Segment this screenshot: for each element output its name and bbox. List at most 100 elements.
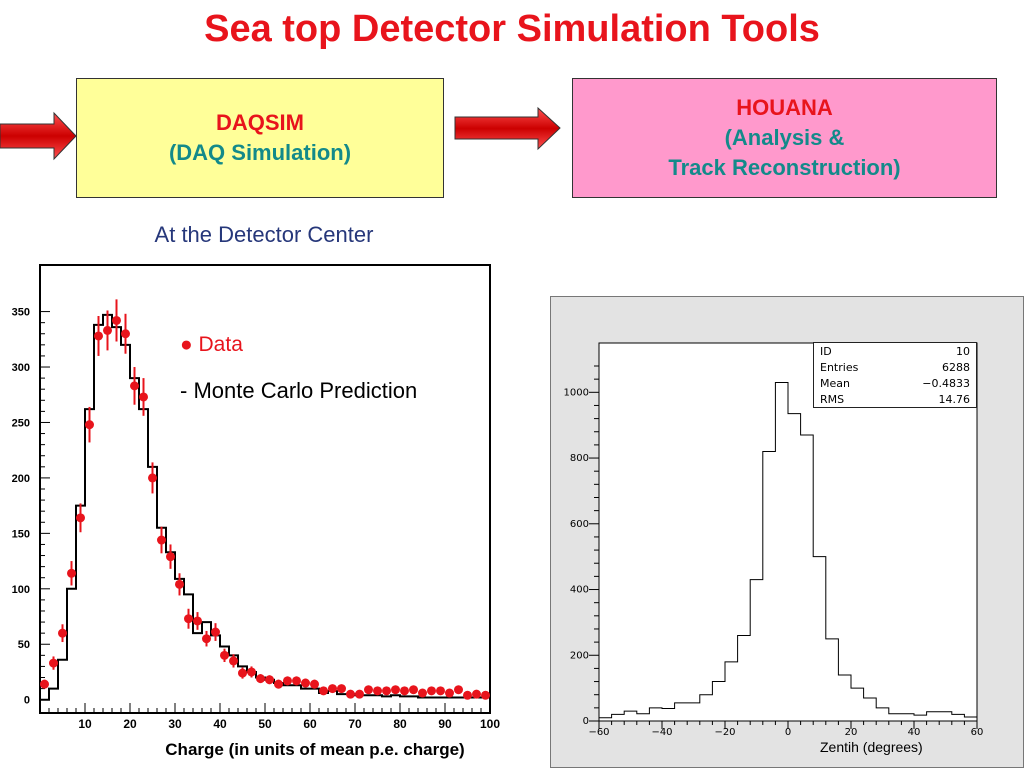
data-point bbox=[193, 616, 202, 626]
data-point bbox=[121, 329, 130, 339]
y-tick-label: 300 bbox=[12, 362, 30, 374]
x-tick-label: −20 bbox=[714, 727, 735, 738]
y-tick-label: 0 bbox=[24, 695, 30, 707]
y-tick-label: 200 bbox=[12, 473, 30, 485]
chart-1-caption: At the Detector Center bbox=[154, 222, 374, 247]
x-tick-label: 40 bbox=[213, 717, 227, 731]
y-tick-label: 200 bbox=[570, 650, 589, 661]
data-point bbox=[274, 679, 283, 689]
data-point bbox=[157, 535, 166, 545]
x-tick-label: 20 bbox=[123, 717, 137, 731]
x-tick-label: 10 bbox=[78, 717, 92, 731]
x-tick-label: 20 bbox=[845, 727, 858, 738]
daqsim-title: DAQSIM bbox=[216, 110, 304, 135]
x-tick-label: 70 bbox=[348, 717, 362, 731]
chart-2-x-axis-label: Zentih (degrees) bbox=[820, 739, 923, 755]
data-point bbox=[148, 473, 157, 483]
data-point bbox=[220, 650, 229, 660]
x-tick-label: 40 bbox=[908, 727, 921, 738]
y-tick-label: 100 bbox=[12, 584, 30, 596]
daqsim-subtitle: (DAQ Simulation) bbox=[168, 140, 352, 165]
data-point bbox=[418, 688, 427, 698]
data-point bbox=[211, 627, 220, 637]
mc-prediction-line bbox=[40, 313, 490, 701]
chart-1-x-axis-label: Charge (in units of mean p.e. charge) bbox=[165, 740, 465, 759]
chart-1-frame bbox=[39, 264, 491, 714]
data-point bbox=[382, 686, 391, 696]
stat-row-rms: RMS 14.76 bbox=[820, 393, 970, 406]
data-point bbox=[409, 685, 418, 695]
x-tick-label: 90 bbox=[438, 717, 452, 731]
stat-row-id: ID 10 bbox=[820, 345, 970, 358]
data-point bbox=[319, 686, 328, 696]
y-tick-label: 150 bbox=[12, 528, 30, 540]
data-point bbox=[292, 676, 301, 686]
x-tick-label: −60 bbox=[588, 727, 609, 738]
data-point bbox=[229, 656, 238, 666]
x-tick-label: 0 bbox=[785, 727, 791, 738]
data-point bbox=[184, 614, 193, 624]
x-tick-label: 30 bbox=[168, 717, 182, 731]
data-point bbox=[283, 676, 292, 686]
x-tick-label: 100 bbox=[480, 717, 500, 731]
data-point bbox=[454, 685, 463, 695]
data-point bbox=[427, 686, 436, 696]
data-point bbox=[472, 689, 481, 699]
data-point bbox=[76, 513, 85, 523]
data-point bbox=[58, 628, 67, 638]
data-point bbox=[364, 685, 373, 695]
slide-title: Sea top Detector Simulation Tools bbox=[204, 8, 820, 50]
y-tick-label: 0 bbox=[583, 716, 589, 727]
flow-arrow-icon bbox=[454, 106, 561, 151]
data-point bbox=[40, 679, 49, 689]
daqsim-box: DAQSIM (DAQ Simulation) bbox=[76, 78, 444, 198]
y-tick-label: 50 bbox=[18, 639, 30, 651]
y-tick-label: 250 bbox=[12, 417, 30, 429]
stat-row-entries: Entries 6288 bbox=[820, 361, 970, 374]
stats-box: ID 10 Entries 6288 Mean −0.4833 RMS 14.76 bbox=[813, 342, 977, 408]
data-point bbox=[94, 331, 103, 341]
data-point bbox=[103, 325, 112, 335]
input-arrow-icon bbox=[0, 111, 77, 161]
data-point bbox=[166, 552, 175, 562]
data-point bbox=[346, 689, 355, 699]
y-tick-label: 350 bbox=[12, 307, 30, 319]
data-point bbox=[256, 674, 265, 684]
data-point bbox=[310, 679, 319, 689]
data-point bbox=[238, 668, 247, 678]
x-tick-label: 50 bbox=[258, 717, 272, 731]
legend-monte-carlo: - Monte Carlo Prediction bbox=[180, 378, 418, 403]
x-tick-label: 60 bbox=[303, 717, 317, 731]
data-point bbox=[301, 678, 310, 688]
data-point bbox=[85, 420, 94, 430]
data-point bbox=[373, 686, 382, 696]
y-tick-label: 600 bbox=[570, 519, 589, 530]
data-point bbox=[481, 690, 490, 700]
data-point bbox=[436, 686, 445, 696]
data-point bbox=[112, 315, 121, 325]
zenith-histogram-line bbox=[598, 381, 978, 721]
y-tick-label: 800 bbox=[570, 453, 589, 464]
houana-subtitle-2: Track Reconstruction) bbox=[668, 155, 901, 180]
x-tick-label: 80 bbox=[393, 717, 407, 731]
x-tick-label: −40 bbox=[651, 727, 672, 738]
data-point bbox=[265, 675, 274, 685]
houana-subtitle-1: (Analysis & bbox=[724, 125, 845, 150]
data-point bbox=[139, 392, 148, 402]
y-tick-label: 400 bbox=[570, 585, 589, 596]
stat-row-mean: Mean −0.4833 bbox=[820, 377, 970, 390]
data-point bbox=[400, 686, 409, 696]
data-point bbox=[202, 634, 211, 644]
data-point bbox=[337, 684, 346, 694]
data-point bbox=[328, 684, 337, 694]
x-tick-label: 60 bbox=[971, 727, 984, 738]
y-tick-label: 1000 bbox=[564, 387, 589, 398]
data-point bbox=[49, 658, 58, 668]
data-point bbox=[67, 568, 76, 578]
data-point bbox=[247, 667, 256, 677]
data-point bbox=[445, 688, 454, 698]
houana-box: HOUANA (Analysis & Track Reconstruction) bbox=[572, 78, 997, 198]
legend-data: ● Data bbox=[180, 333, 243, 356]
data-point bbox=[175, 579, 184, 589]
